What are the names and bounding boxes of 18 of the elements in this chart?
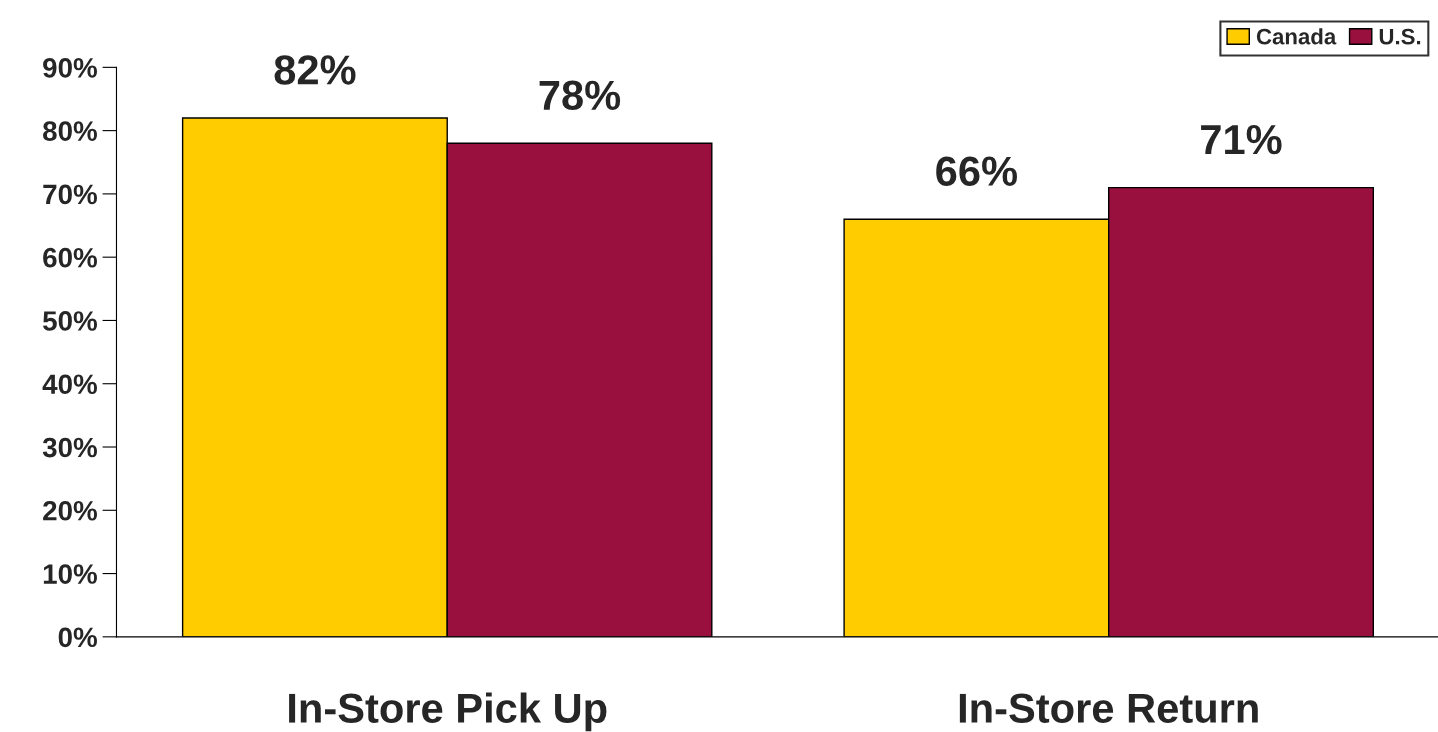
- x-tick-label: In-Store Return: [959, 693, 1258, 723]
- y-tick-label: 90%: [43, 58, 97, 78]
- legend-label: Canada: [1256, 28, 1337, 45]
- y-tick-label: 80%: [43, 121, 97, 141]
- legend-label: U.S.: [1379, 28, 1421, 45]
- x-tick-label: In-Store Pick Up: [289, 692, 607, 732]
- y-tick-label: 50%: [42, 311, 97, 331]
- y-tick-label: 0%: [58, 627, 97, 648]
- y-tick-label: 30%: [42, 437, 97, 458]
- data-label: 66%: [936, 156, 1017, 186]
- y-tick-label: 40%: [42, 374, 97, 395]
- y-tick-label: 70%: [43, 184, 97, 205]
- data-label: 78%: [539, 80, 621, 111]
- y-tick-label: 10%: [43, 564, 97, 584]
- data-label: 71%: [1201, 124, 1282, 155]
- y-tick-label: 60%: [43, 247, 97, 268]
- data-label: 82%: [274, 55, 356, 85]
- y-tick-label: 20%: [43, 500, 97, 521]
